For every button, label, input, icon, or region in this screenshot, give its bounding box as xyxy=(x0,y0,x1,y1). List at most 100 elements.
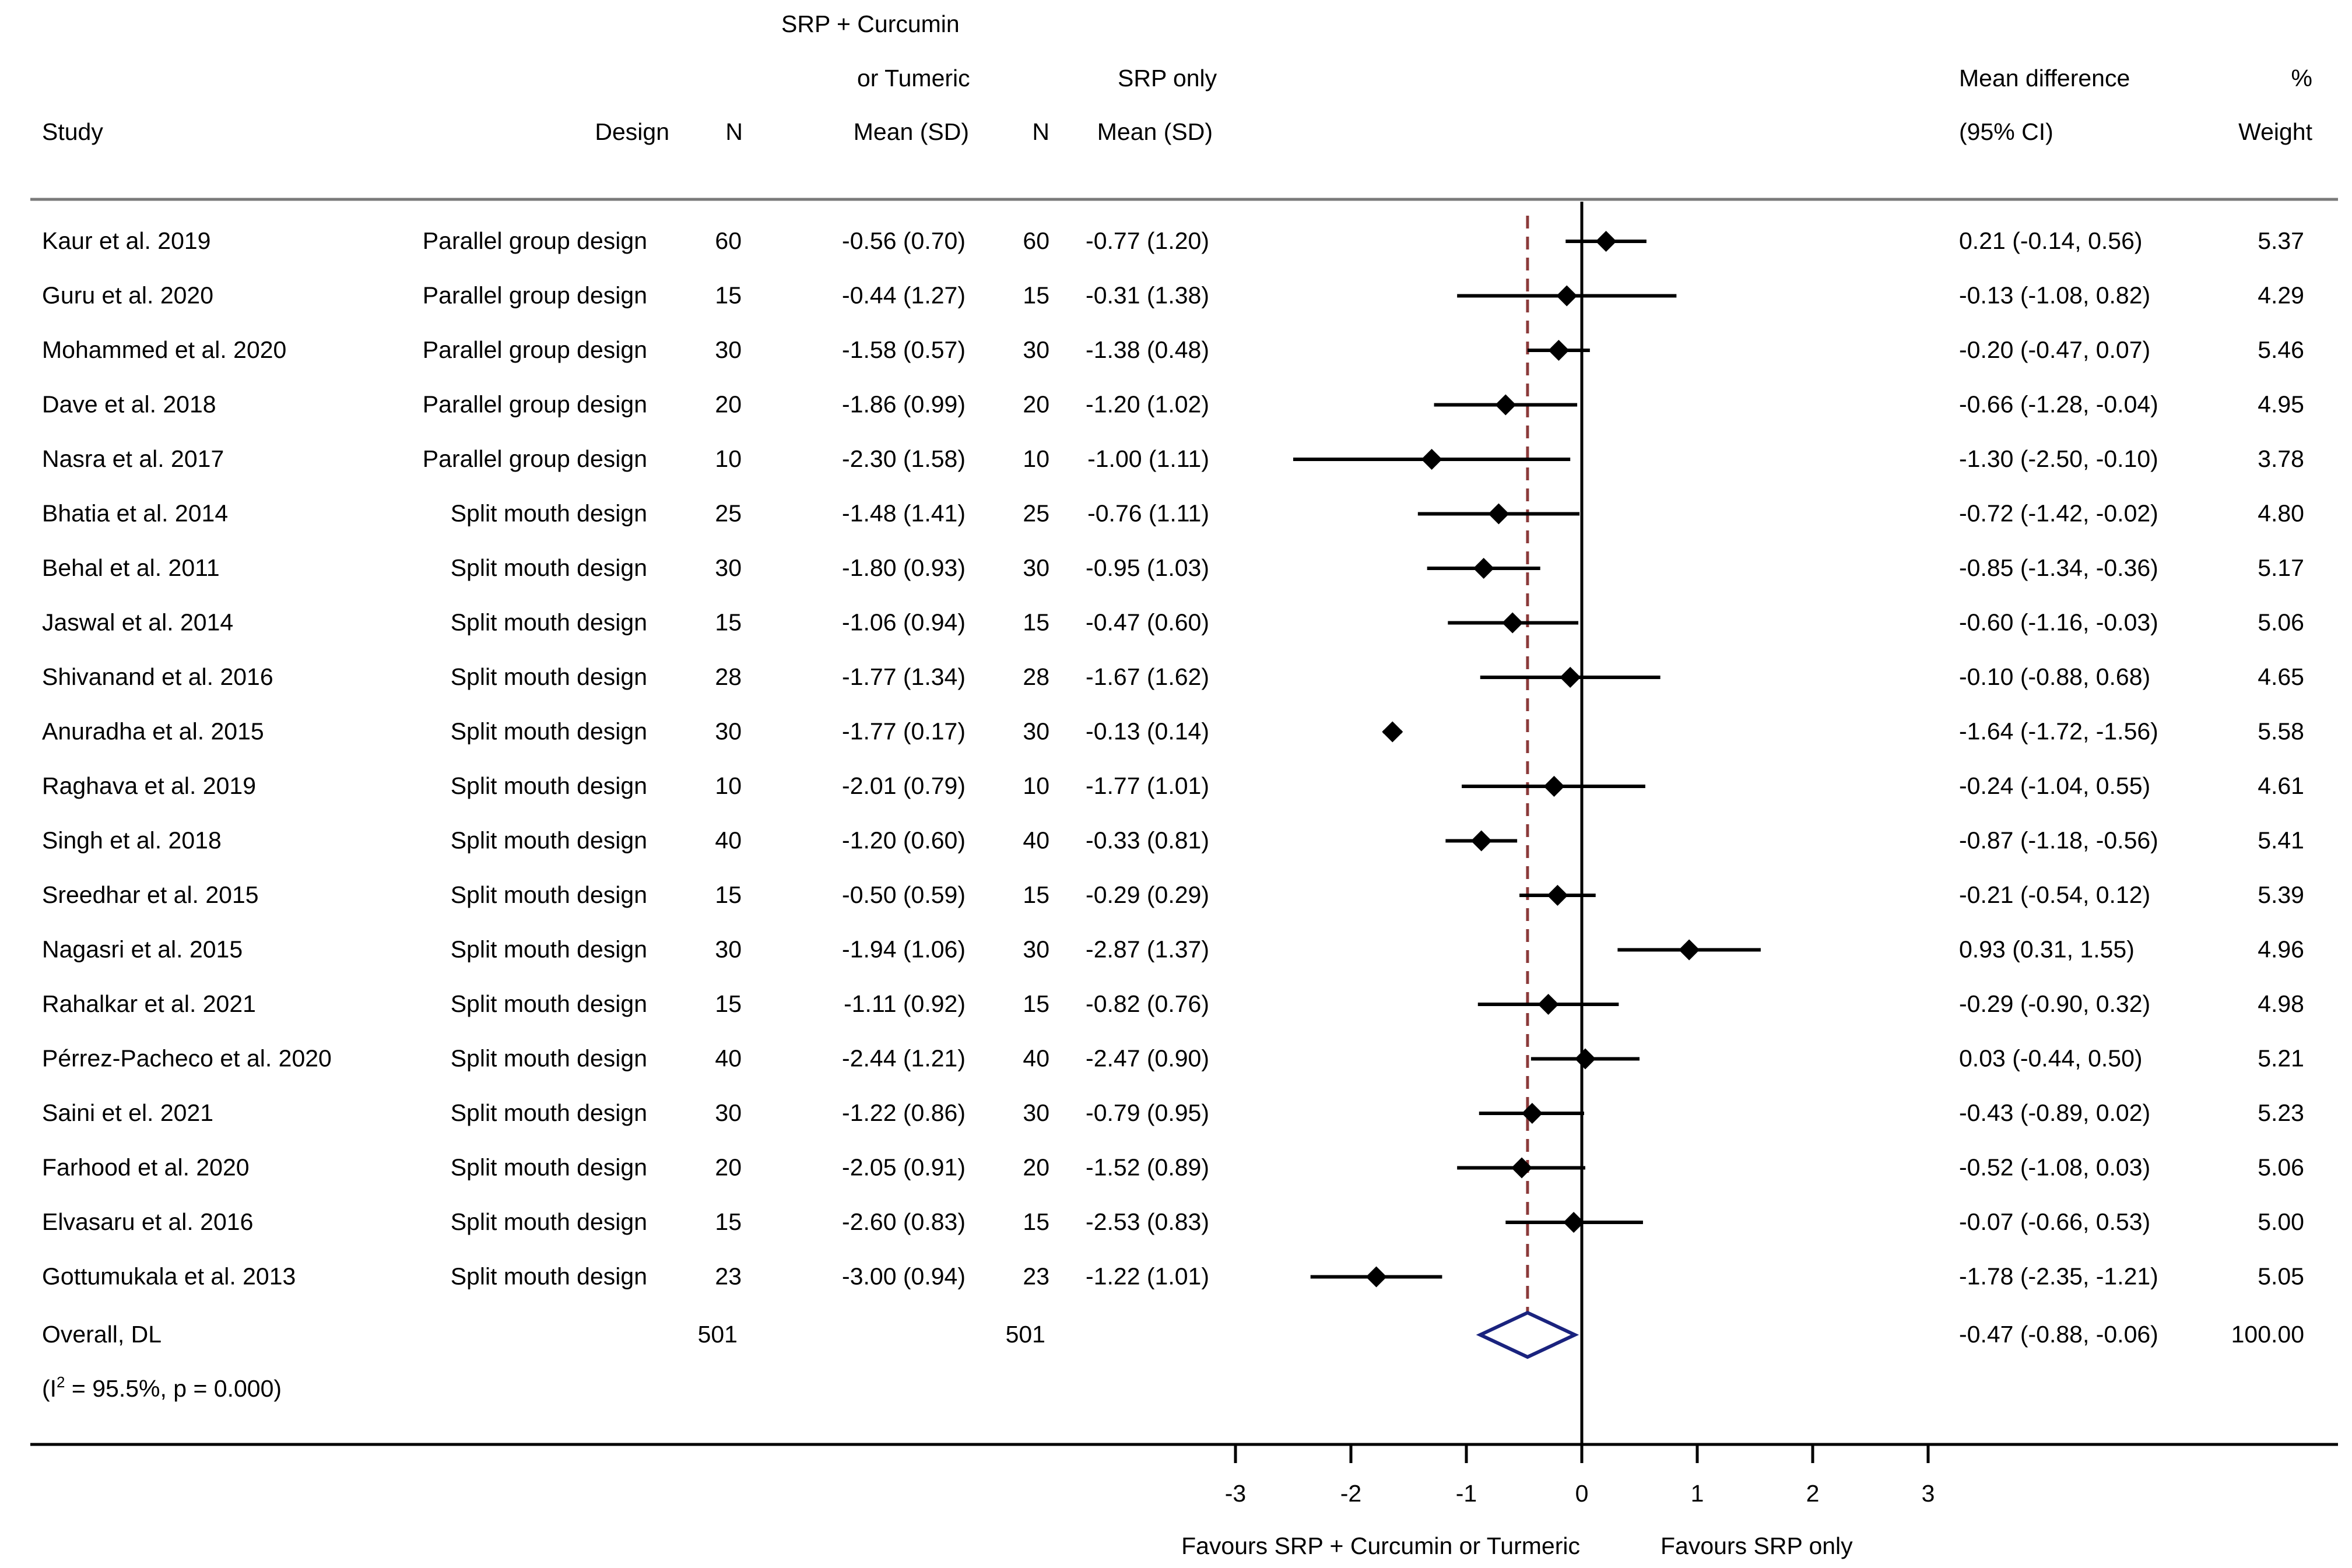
study-mean-sd-control: -2.87 (1.37) xyxy=(1086,936,1209,963)
study-row: Guru et al. 2020 Parallel group design 15 -… xyxy=(42,282,2304,309)
study-row: Singh et al. 2018 Split mouth design 40 -1.… xyxy=(42,827,2304,854)
study-n1: 15 xyxy=(715,1208,742,1235)
study-n2: 10 xyxy=(1023,445,1049,472)
overall-diamond xyxy=(1476,1310,1579,1359)
overall-n2: 501 xyxy=(1006,1321,1045,1348)
study-row: Gottumukala et al. 2013 Split mouth desig… xyxy=(42,1263,2304,1290)
study-mean-sd-treatment: -1.22 (0.86) xyxy=(842,1099,966,1126)
study-n2: 20 xyxy=(1023,391,1049,418)
study-weight: 5.05 xyxy=(2258,1263,2304,1290)
header-effect-line1: Mean difference xyxy=(1959,65,2130,92)
study-weight: 4.95 xyxy=(2258,391,2304,418)
study-n1: 25 xyxy=(715,500,742,527)
x-axis: -3 -2 -1 0 1 2 3 xyxy=(1225,1444,1935,1507)
study-design: Split mouth design xyxy=(451,1154,647,1181)
study-n1: 40 xyxy=(715,1045,742,1072)
point-estimate xyxy=(1511,1157,1533,1179)
study-mean-sd-treatment: -1.77 (0.17) xyxy=(842,718,966,745)
study-name: Anuradha et al. 2015 xyxy=(42,718,264,745)
study-effect-ci: 0.21 (-0.14, 0.56) xyxy=(1959,227,2143,254)
study-effect-ci: -0.21 (-0.54, 0.12) xyxy=(1959,881,2150,908)
study-name: Bhatia et al. 2014 xyxy=(42,500,228,527)
point-estimate xyxy=(1548,340,1570,361)
point-estimate xyxy=(1521,1103,1543,1124)
header-group2-line2: Mean (SD) xyxy=(1097,118,1213,145)
study-design: Split mouth design xyxy=(451,1263,647,1290)
study-mean-sd-control: -1.52 (0.89) xyxy=(1086,1154,1209,1181)
study-design: Parallel group design xyxy=(423,282,647,309)
study-mean-sd-control: -0.82 (0.76) xyxy=(1086,990,1209,1017)
study-weight: 5.46 xyxy=(2258,336,2304,363)
study-row: Nasra et al. 2017 Parallel group design 10… xyxy=(42,445,2304,472)
favours-right-label: Favours SRP only xyxy=(1661,1532,1853,1559)
overall-weight: 100.00 xyxy=(2231,1321,2304,1348)
study-n2: 20 xyxy=(1023,1154,1049,1181)
study-row: Raghava et al. 2019 Split mouth design 10 -… xyxy=(42,772,2304,799)
study-n2: 15 xyxy=(1023,990,1049,1017)
study-n2: 10 xyxy=(1023,772,1049,799)
study-weight: 5.39 xyxy=(2258,881,2304,908)
study-mean-sd-control: -1.77 (1.01) xyxy=(1086,772,1209,799)
heterogeneity-superscript: 2 xyxy=(57,1373,65,1391)
study-design: Split mouth design xyxy=(451,772,647,799)
point-estimate xyxy=(1543,776,1565,797)
study-weight: 4.29 xyxy=(2258,282,2304,309)
study-effect-ci: -0.24 (-1.04, 0.55) xyxy=(1959,772,2150,799)
x-tick-label: 0 xyxy=(1575,1480,1589,1507)
study-n2: 30 xyxy=(1023,1099,1049,1126)
study-effect-ci: -0.66 (-1.28, -0.04) xyxy=(1959,391,2158,418)
header-group1-line2: or Tumeric xyxy=(857,65,970,92)
study-design: Split mouth design xyxy=(451,718,647,745)
point-estimate xyxy=(1574,1048,1596,1070)
point-estimate xyxy=(1563,1212,1585,1233)
point-estimate xyxy=(1679,939,1700,961)
study-name: Dave et al. 2018 xyxy=(42,391,216,418)
study-n2: 15 xyxy=(1023,881,1049,908)
study-weight: 4.61 xyxy=(2258,772,2304,799)
study-n1: 23 xyxy=(715,1263,742,1290)
study-design: Parallel group design xyxy=(423,445,647,472)
study-design: Split mouth design xyxy=(451,1099,647,1126)
point-estimate xyxy=(1560,667,1581,688)
heterogeneity-suffix: = 95.5%, p = 0.000) xyxy=(65,1375,282,1402)
point-estimate xyxy=(1473,558,1494,579)
study-mean-sd-treatment: -2.05 (0.91) xyxy=(842,1154,966,1181)
header-design: Design xyxy=(595,118,669,145)
study-n1: 10 xyxy=(715,772,742,799)
x-tick-label: 3 xyxy=(1922,1480,1935,1507)
study-name: Sreedhar et al. 2015 xyxy=(42,881,259,908)
study-effect-ci: -0.52 (-1.08, 0.03) xyxy=(1959,1154,2150,1181)
study-mean-sd-control: -0.79 (0.95) xyxy=(1086,1099,1209,1126)
study-n2: 30 xyxy=(1023,336,1049,363)
overall-label: Overall, DL xyxy=(42,1321,162,1348)
x-tick-label: 1 xyxy=(1691,1480,1704,1507)
study-mean-sd-treatment: -1.20 (0.60) xyxy=(842,827,966,854)
study-row: Dave et al. 2018 Parallel group design 20 -… xyxy=(42,391,2304,418)
study-n2: 15 xyxy=(1023,1208,1049,1235)
study-mean-sd-treatment: -0.56 (0.70) xyxy=(842,227,966,254)
study-name: Shivanand et al. 2016 xyxy=(42,663,273,690)
study-n1: 20 xyxy=(715,1154,742,1181)
study-name: Pérrez-Pacheco et al. 2020 xyxy=(42,1045,332,1072)
study-name: Farhood et al. 2020 xyxy=(42,1154,250,1181)
study-weight: 4.65 xyxy=(2258,663,2304,690)
header-n1: N xyxy=(725,118,743,145)
study-design: Parallel group design xyxy=(423,227,647,254)
study-mean-sd-control: -0.95 (1.03) xyxy=(1086,554,1209,581)
study-effect-ci: -1.64 (-1.72, -1.56) xyxy=(1959,718,2158,745)
study-n1: 15 xyxy=(715,990,742,1017)
study-row: Jaswal et al. 2014 Split mouth design 15 -1… xyxy=(42,609,2304,636)
study-design: Split mouth design xyxy=(451,1045,647,1072)
study-mean-sd-control: -0.31 (1.38) xyxy=(1086,282,1209,309)
header-group2-line1: SRP only xyxy=(1118,65,1217,92)
study-mean-sd-treatment: -1.11 (0.92) xyxy=(844,990,966,1017)
study-row: Anuradha et al. 2015 Split mouth design 30… xyxy=(42,718,2304,745)
study-name: Jaswal et al. 2014 xyxy=(42,609,233,636)
study-mean-sd-control: -0.76 (1.11) xyxy=(1087,500,1209,527)
study-weight: 4.96 xyxy=(2258,936,2304,963)
study-row: Bhatia et al. 2014 Split mouth design 25 -1… xyxy=(42,500,2304,527)
study-mean-sd-control: -0.33 (0.81) xyxy=(1086,827,1209,854)
study-design: Split mouth design xyxy=(451,1208,647,1235)
study-design: Split mouth design xyxy=(451,827,647,854)
table-header: SRP + Curcumin or Tumeric SRP only Mean … xyxy=(42,10,2313,145)
